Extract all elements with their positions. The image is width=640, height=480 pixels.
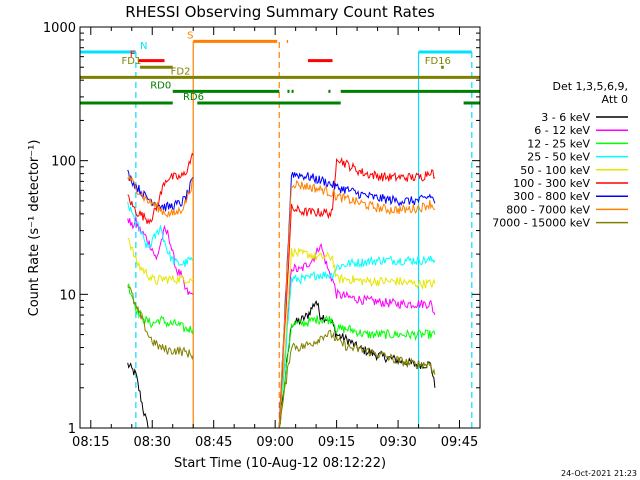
series-800-7000-kev [127,175,194,218]
x-axis-label: Start Time (10-Aug-12 08:12:22) [174,456,386,471]
series-100-300-kev [278,156,436,428]
y-axis-label: Count Rate (s⁻¹ detector⁻¹) [27,140,42,317]
series-3-6-kev [127,362,194,428]
series-100-300-kev [127,152,194,225]
series-7000-15000-kev [278,329,436,428]
legend-label-100-300-kev: 100 - 300 keV [513,177,590,190]
y-tick-label: 10 [59,288,76,303]
flag-label-s: S [187,30,193,41]
x-tick-label: 08:30 [134,435,171,450]
y-tick-label: 100 [51,155,76,170]
flag-label-rd6: RD6 [183,92,204,103]
vertical-markers [135,41,473,428]
series-25-50-kev [278,255,436,428]
legend-label-6-12-kev: 6 - 12 keV [534,124,590,137]
flag-label-fd2: FD2 [171,66,191,77]
y-tick-label: 1 [68,422,76,437]
flag-label-rd0: RD0 [150,80,171,91]
x-tick-label: 08:45 [195,435,232,450]
legend-label-12-25-kev: 12 - 25 keV [527,137,590,150]
legend-label-300-800-kev: 300 - 800 keV [513,190,590,203]
series-25-50-kev [127,201,194,268]
legend-header-line-2: Att 0 [602,93,628,106]
legend-label-25-50-kev: 25 - 50 keV [527,151,590,164]
legend-header-line-1: Det 1,3,5,6,9, [552,80,628,93]
chart-title: RHESSI Observing Summary Count Rates [125,3,435,21]
x-tick-label: 09:45 [441,435,478,450]
x-tick-label: 09:15 [318,435,355,450]
series-800-7000-kev [278,179,436,428]
plot-frame [79,26,481,429]
flag-label-n: N [140,41,147,52]
x-tick-label: 09:30 [379,435,416,450]
series-50-100-kev [278,247,436,428]
flag-label-fd1: FD1 [122,56,142,67]
legend-label-800-7000-kev: 800 - 7000 keV [506,203,590,216]
series-lines [127,152,436,428]
legend-label-50-100-kev: 50 - 100 keV [520,164,590,177]
series-6-12-kev [278,242,436,428]
series-50-100-kev [127,237,194,285]
flag-label-f: F [130,50,136,61]
legend-label-3-6-kev: 3 - 6 keV [541,111,590,124]
flag-label-fd16: FD16 [425,56,451,67]
series-12-25-kev [278,315,436,428]
series-300-800-kev [278,172,436,428]
axes: 1 10 100 1000 08:15 08:30 08:45 09:00 09:15 09:30… [43,21,480,450]
x-tick-label: 08:15 [72,435,109,450]
footer-timestamp: 24-Oct-2021 21:23 [561,469,637,478]
legend-label-7000-15000-kev: 7000 - 15000 keV [492,217,590,230]
series-7000-15000-kev [127,286,194,361]
x-tick-label: 09:00 [256,435,293,450]
y-tick-label: 1000 [43,21,76,36]
